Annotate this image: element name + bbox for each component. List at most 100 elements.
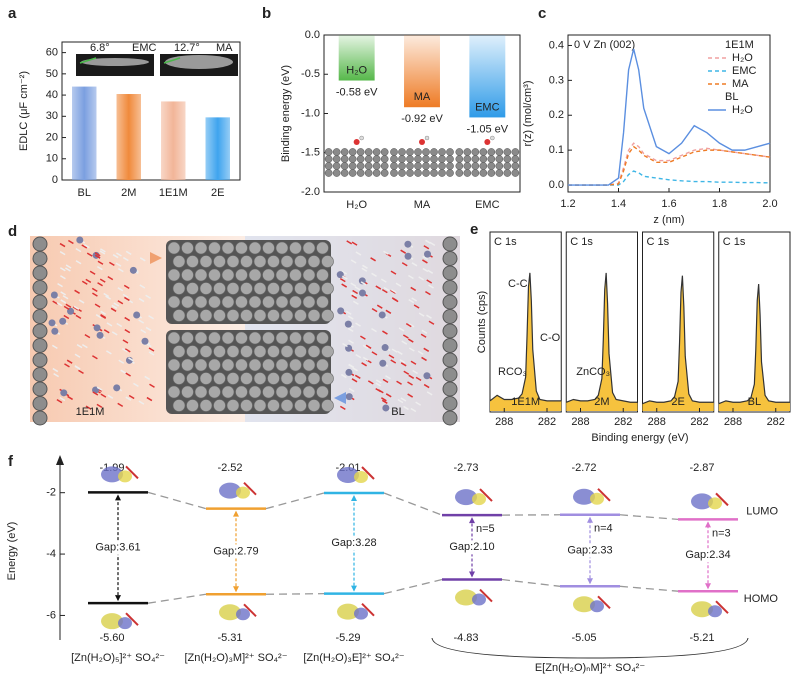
decoration [446, 540, 498, 555]
decoration [345, 368, 353, 376]
fill-area [642, 275, 714, 411]
decoration [414, 148, 422, 156]
decoration [165, 55, 233, 69]
decoration [422, 255, 429, 261]
decoration [181, 385, 194, 399]
decoration [129, 266, 137, 274]
decoration [341, 283, 348, 288]
decoration [117, 402, 124, 407]
y-tick-label: -4 [46, 548, 56, 560]
decoration [226, 309, 240, 322]
decoration [167, 295, 181, 309]
decoration [423, 383, 430, 389]
decoration [348, 155, 357, 163]
peak-annotation: C-C [508, 278, 528, 290]
decoration [455, 162, 464, 170]
decoration [172, 372, 186, 385]
decoration [414, 155, 422, 163]
decoration [479, 148, 488, 156]
value-label: -1.05 eV [467, 123, 509, 135]
decoration [294, 345, 307, 358]
decoration [265, 593, 325, 595]
decoration [221, 385, 235, 399]
decoration [84, 244, 90, 249]
decoration [76, 236, 84, 244]
decoration [341, 270, 348, 275]
decoration [401, 340, 408, 345]
decoration [415, 376, 422, 382]
decoration [321, 399, 334, 412]
legend-label: H₂O [732, 52, 753, 64]
decoration [316, 295, 329, 309]
decoration [91, 287, 98, 292]
decoration [408, 274, 414, 280]
decoration [354, 286, 361, 291]
y-tick-label: 0.4 [549, 39, 564, 51]
x-tick-label: H₂O [346, 199, 367, 211]
decoration [105, 295, 111, 300]
decoration [221, 268, 235, 282]
region-label: BL [391, 406, 404, 418]
decoration [391, 348, 398, 353]
level-value-label: -4.83 [453, 632, 478, 644]
decoration [405, 322, 412, 328]
decoration [422, 155, 430, 163]
decoration [352, 367, 358, 372]
decoration [403, 405, 409, 411]
decoration [148, 347, 155, 352]
decoration [248, 358, 262, 372]
x-tick-label: 1.2 [560, 198, 575, 210]
decoration [167, 331, 181, 345]
decoration [221, 295, 235, 309]
decoration [117, 287, 124, 292]
decoration [422, 162, 430, 170]
y-tick-label: 40 [46, 89, 58, 101]
inset-label: EMC [132, 42, 157, 54]
decoration [140, 329, 147, 334]
decoration [381, 344, 389, 352]
decoration [213, 372, 226, 385]
decoration [422, 267, 429, 273]
decoration [248, 385, 262, 399]
decoration [302, 385, 316, 399]
decoration [342, 342, 348, 348]
decoration [56, 302, 63, 307]
decoration [240, 399, 253, 412]
decoration [186, 282, 199, 295]
decoration [111, 304, 118, 309]
decoration [422, 148, 430, 156]
decoration [307, 399, 321, 412]
decoration [417, 350, 424, 355]
decoration [76, 343, 83, 349]
decoration [52, 367, 59, 373]
decoration [382, 404, 390, 412]
decoration [186, 399, 199, 412]
decoration [74, 365, 81, 370]
decoration [208, 268, 221, 282]
decoration [442, 236, 458, 252]
decoration [275, 385, 289, 399]
decoration [430, 169, 438, 177]
decoration [97, 282, 103, 287]
decoration [564, 543, 616, 558]
decoration [199, 345, 213, 358]
decoration [495, 162, 504, 170]
decoration [213, 399, 226, 412]
decoration [587, 516, 593, 523]
bar [404, 35, 440, 108]
decoration [294, 399, 307, 412]
decoration [426, 391, 433, 396]
decoration [426, 279, 433, 284]
contact-angle: 12.7° [174, 42, 200, 54]
decoration [147, 593, 207, 604]
decoration [381, 289, 388, 294]
decoration [371, 307, 378, 313]
decoration [240, 372, 253, 385]
spectrum-line [489, 272, 562, 402]
y-axis-label: Binding energy (eV) [280, 65, 292, 162]
decoration [32, 381, 48, 397]
n-label: n=4 [594, 523, 613, 535]
decoration [503, 148, 512, 156]
fill-area [566, 272, 638, 411]
